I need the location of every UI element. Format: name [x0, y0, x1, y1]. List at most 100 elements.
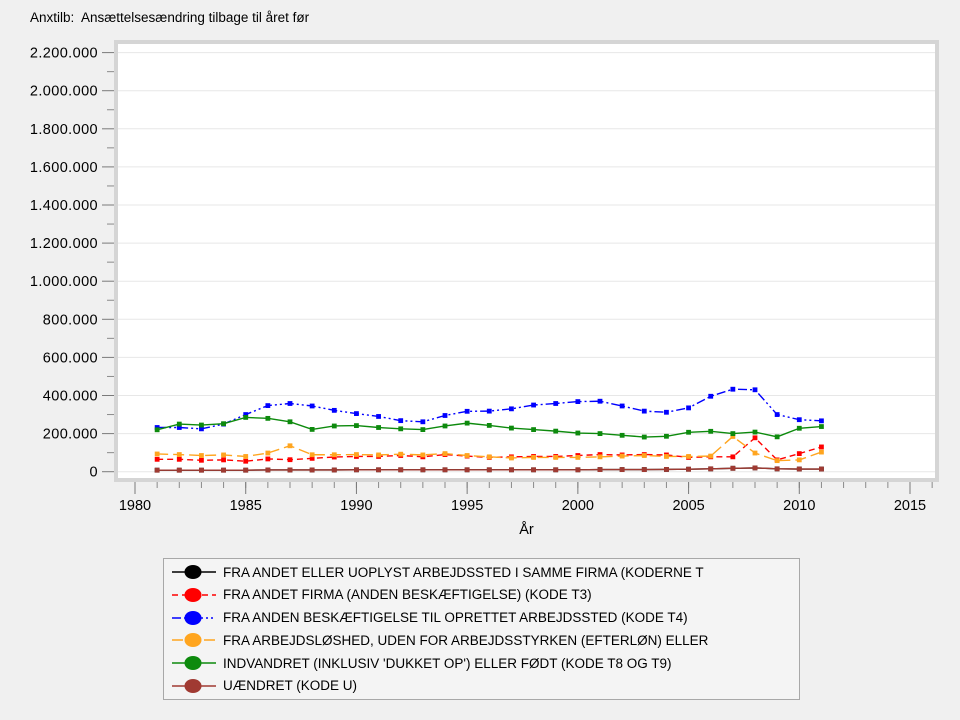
data-point [486, 423, 492, 428]
legend-marker-icon [172, 610, 216, 625]
data-point [619, 403, 625, 409]
data-point [796, 451, 802, 457]
y-axis-tick-label: 400.000 [43, 389, 98, 405]
data-point [287, 443, 293, 449]
data-point [796, 457, 802, 463]
data-point [774, 466, 780, 472]
y-axis-tick-label: 1.200.000 [30, 236, 98, 252]
data-point [553, 467, 559, 473]
data-point [442, 413, 448, 418]
data-point [664, 409, 669, 415]
data-point [597, 431, 603, 436]
legend: FRA ANDET ELLER UOPLYST ARBEJDSSTED I SA… [163, 558, 800, 700]
legend-marker-icon [172, 678, 216, 693]
data-point [265, 415, 271, 421]
data-point [331, 407, 337, 413]
data-point [176, 456, 182, 462]
data-point [686, 405, 691, 411]
legend-label: INDVANDRET (INKLUSIV 'DUKKET OP') ELLER … [223, 655, 672, 671]
data-point [331, 467, 337, 473]
data-point [752, 387, 758, 393]
data-point [420, 427, 426, 432]
data-point [265, 456, 271, 462]
data-point [354, 467, 359, 473]
data-point [641, 408, 647, 414]
data-point [819, 418, 824, 424]
x-axis-tick-label: 1980 [119, 498, 151, 514]
data-point [354, 452, 359, 457]
y-axis-tick-label: 0 [90, 465, 98, 481]
data-point [243, 467, 249, 473]
y-axis-tick-label: 1.800.000 [30, 122, 98, 138]
legend-marker-icon [172, 565, 216, 580]
data-point [309, 427, 315, 432]
plot-area: 0 200.000 400.000 600.000 800.000 1.000.000 1.… [30, 40, 939, 538]
legend-item: UÆNDRET (KODE U) [172, 674, 791, 697]
data-point [464, 467, 470, 473]
data-point [730, 386, 736, 392]
legend-label: FRA ARBEJDSLØSHED, UDEN FOR ARBEJDSSTYRK… [223, 632, 709, 648]
data-point [464, 420, 470, 426]
x-axis-tick-label: 1985 [230, 498, 262, 514]
data-point [398, 451, 404, 457]
legend-label: FRA ANDET FIRMA (ANDEN BESKÆFTIGELSE) (K… [223, 587, 592, 603]
y-axis-tick-label: 1.600.000 [30, 160, 98, 176]
y-axis-tick-label: 1.400.000 [30, 198, 98, 214]
data-point [331, 452, 337, 458]
data-point [309, 403, 315, 409]
data-point [221, 457, 226, 463]
data-point [376, 425, 381, 430]
series-markers-3 [154, 434, 824, 464]
data-point [287, 467, 293, 473]
data-point [686, 429, 691, 435]
data-point [509, 467, 514, 473]
y-axis-tick-label: 1.000.000 [30, 274, 98, 290]
legend-item: FRA ANDET ELLER UOPLYST ARBEJDSSTED I SA… [172, 561, 791, 584]
data-point [376, 452, 381, 458]
legend-item: FRA ANDET FIRMA (ANDEN BESKÆFTIGELSE) (K… [172, 584, 791, 607]
data-point [464, 408, 470, 414]
data-point [221, 467, 226, 473]
legend-marker-icon [172, 633, 216, 648]
data-point [531, 467, 536, 473]
data-point [575, 399, 581, 404]
data-point [819, 449, 824, 455]
data-point [331, 423, 337, 429]
legend-marker-icon [172, 656, 216, 670]
x-axis-tick-label: 2005 [672, 498, 704, 514]
data-point [641, 434, 647, 440]
data-point [708, 453, 714, 459]
x-axis-tick-label: 1990 [340, 498, 372, 514]
legend-label: FRA ANDET ELLER UOPLYST ARBEJDSSTED I SA… [223, 564, 704, 580]
data-point [176, 425, 182, 430]
data-point [597, 467, 603, 473]
data-point [354, 423, 359, 428]
data-point [154, 467, 160, 473]
legend-label: FRA ANDEN BESKÆFTIGELSE TIL OPRETTET ARB… [223, 610, 688, 626]
data-point [199, 426, 204, 432]
data-point [796, 466, 802, 472]
data-point [708, 393, 714, 399]
data-point [509, 455, 514, 461]
legend-item: FRA ARBEJDSLØSHED, UDEN FOR ARBEJDSSTYRK… [172, 629, 791, 652]
data-point [597, 454, 603, 460]
chart-title: Anxtilb: Ansættelsesændring tilbage til … [30, 10, 310, 25]
data-point [420, 467, 426, 473]
data-point [309, 455, 315, 461]
data-point [619, 432, 625, 438]
data-point [486, 454, 492, 460]
data-point [730, 454, 736, 460]
data-point [553, 455, 559, 460]
data-point [774, 412, 780, 417]
data-point [752, 429, 758, 435]
data-point [730, 465, 736, 471]
data-point [619, 453, 625, 459]
data-point [243, 415, 249, 420]
data-point [154, 456, 160, 462]
data-point [597, 398, 603, 404]
legend-item: INDVANDRET (INKLUSIV 'DUKKET OP') ELLER … [172, 652, 791, 675]
data-point [486, 408, 492, 414]
data-point [442, 467, 448, 473]
data-point [176, 467, 182, 473]
